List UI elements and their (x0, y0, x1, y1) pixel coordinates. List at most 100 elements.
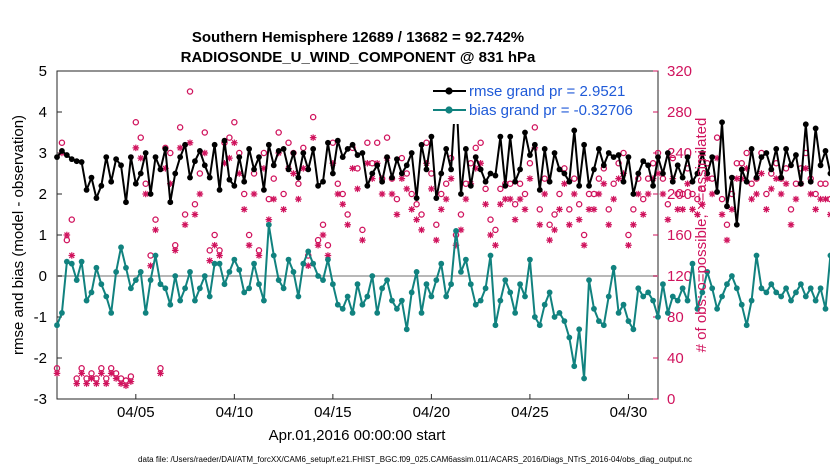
obs-assimilated-point (566, 221, 573, 229)
bias-point (344, 293, 351, 300)
rmse-point (320, 178, 326, 185)
obs-possible-point (137, 134, 144, 141)
rmse-point (379, 178, 386, 185)
obs-assimilated-point (807, 190, 815, 198)
obs-assimilated-point (255, 252, 263, 259)
obs-assimilated-point (728, 206, 736, 213)
rmse-point (768, 166, 775, 173)
y-right-tick-label: 160 (667, 227, 692, 244)
bias-point (797, 281, 804, 288)
bias-point (827, 252, 830, 259)
legend-rmse-label: rmse grand pr = 2.9521 (469, 83, 625, 100)
obs-assimilated-point (506, 195, 514, 203)
rmse-point (364, 182, 371, 189)
bias-point (275, 277, 282, 283)
rmse-point (329, 170, 336, 177)
obs-possible-point (669, 154, 677, 162)
bias-point (778, 293, 785, 300)
rmse-point (142, 150, 149, 156)
bias-point (384, 277, 390, 283)
rmse-point (458, 191, 464, 197)
obs-assimilated-point (309, 134, 317, 141)
obs-assimilated-point (368, 175, 376, 182)
obs-possible-point (152, 216, 159, 223)
rmse-point (256, 154, 262, 161)
rmse-point (462, 146, 469, 152)
obs-possible-point (240, 190, 248, 198)
obs-assimilated-point (649, 175, 657, 182)
obs-assimilated-point (718, 211, 726, 218)
rmse-point (733, 221, 740, 228)
obs-assimilated-point (659, 190, 667, 198)
obs-assimilated-point (83, 380, 90, 387)
bias-point (581, 375, 588, 382)
bias-point (113, 269, 120, 275)
bias-point (93, 264, 100, 271)
rmse-point (177, 154, 184, 161)
obs-assimilated-point (615, 175, 622, 182)
obs-possible-point (556, 190, 563, 198)
bias-point (127, 285, 134, 292)
bias-point (413, 269, 420, 275)
bias-point (241, 289, 248, 296)
rmse-point (127, 154, 134, 161)
chart-title: Southern Hemisphere 12689 / 13682 = 92.7… (192, 29, 524, 46)
obs-possible-point (615, 159, 622, 167)
rmse-point (517, 166, 523, 173)
obs-assimilated-point (590, 206, 598, 213)
rmse-point (398, 170, 405, 177)
bias-point (517, 281, 523, 288)
obs-possible-point (245, 231, 253, 239)
obs-assimilated-point (772, 175, 780, 182)
obs-assimilated-point (768, 185, 775, 193)
obs-assimilated-point (191, 211, 199, 218)
obs-possible-point (639, 195, 647, 203)
rmse-point (699, 150, 706, 156)
bias-point (389, 297, 395, 304)
x-tick-label: 04/10 (216, 404, 254, 421)
obs-possible-point (625, 231, 632, 239)
bias-point (605, 293, 612, 300)
obs-assimilated-point (546, 236, 553, 244)
obs-assimilated-point (580, 241, 588, 249)
obs-assimilated-point (536, 221, 544, 229)
bias-point (379, 285, 386, 292)
bias-point (394, 305, 400, 312)
obs-assimilated-point (152, 226, 159, 234)
y-tick-label: 0 (39, 268, 47, 285)
bias-point (566, 334, 573, 341)
rmse-point (123, 199, 129, 206)
rmse-point (275, 148, 282, 154)
bias-point (369, 273, 376, 279)
obs-assimilated-point (787, 221, 795, 229)
bias-point (433, 277, 440, 283)
rmse-point (497, 133, 504, 140)
obs-assimilated-point (782, 180, 790, 188)
rmse-point (68, 156, 75, 163)
rmse-point (724, 203, 730, 210)
rmse-point (73, 158, 80, 165)
bias-point (256, 281, 262, 288)
obs-possible-point (280, 190, 287, 198)
axis-ticks: -3-2-10123450408012016020024028032004/05… (34, 63, 692, 421)
obs-possible-point (699, 185, 706, 193)
obs-assimilated-point (684, 180, 691, 188)
obs-possible-point (186, 88, 194, 95)
series-lines (54, 86, 830, 382)
obs-assimilated-point (634, 190, 642, 198)
rmse-point (502, 182, 509, 189)
bias-point (162, 285, 169, 292)
obs-assimilated-point (526, 175, 534, 182)
obs-possible-point (723, 221, 731, 228)
rmse-point (788, 162, 794, 169)
bias-point (773, 289, 780, 296)
obs-possible-point (295, 180, 302, 187)
rmse-point (265, 141, 272, 148)
bias-point (709, 285, 716, 292)
rmse-point (137, 170, 144, 177)
obs-assimilated-point (393, 211, 401, 218)
obs-possible-point (364, 139, 371, 146)
obs-possible-point (763, 190, 770, 198)
bias-point (354, 281, 361, 288)
obs-assimilated-point (112, 375, 120, 382)
